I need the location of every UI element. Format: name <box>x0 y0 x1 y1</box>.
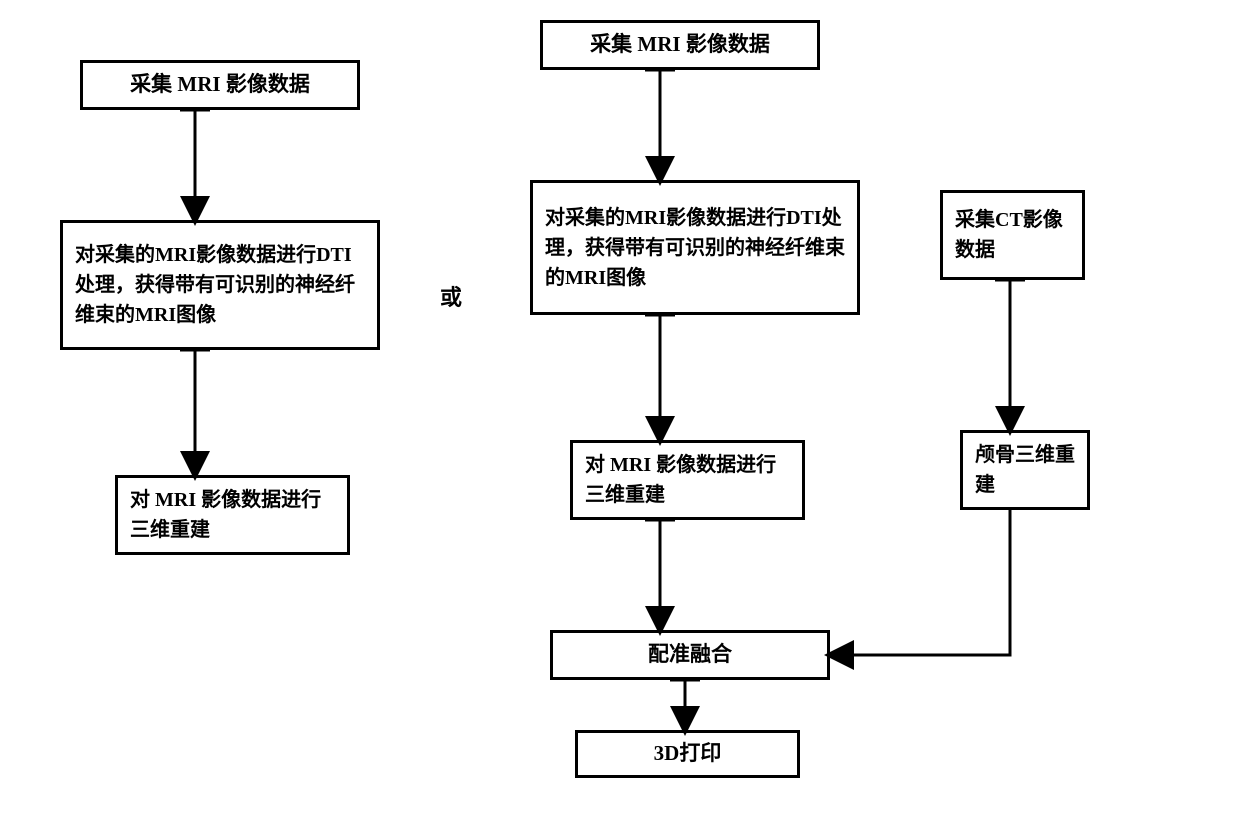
flowchart-connectors <box>0 0 1240 820</box>
